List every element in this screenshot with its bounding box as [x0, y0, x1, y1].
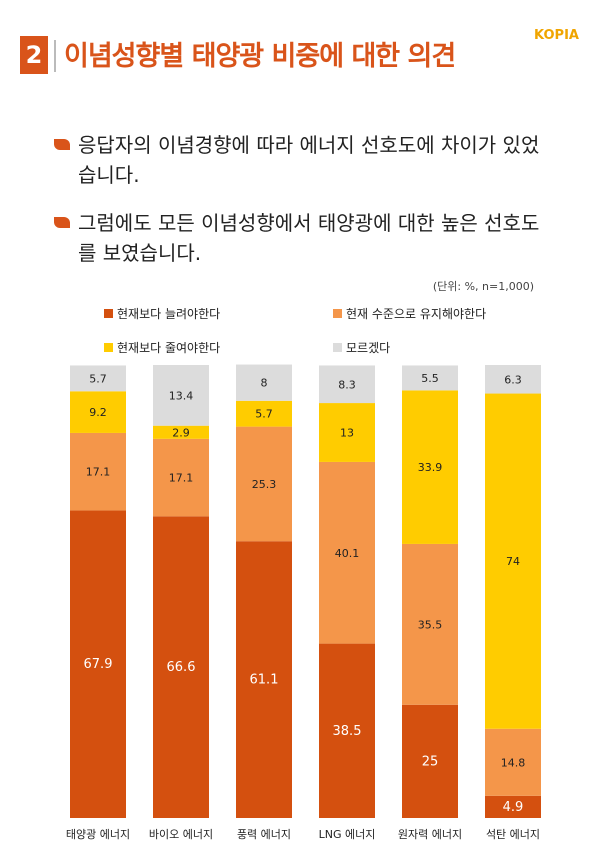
data-label: 5.7	[89, 372, 107, 385]
data-label: 38.5	[333, 724, 362, 739]
section-number: 2	[20, 36, 48, 74]
bar-segment	[236, 541, 292, 818]
legend-item: 모르겠다	[333, 339, 390, 356]
data-label: 6.3	[504, 373, 522, 386]
logo: KOPIA	[534, 28, 579, 43]
bar-segment	[319, 365, 375, 404]
bar-segment	[70, 432, 126, 511]
unit-note: (단위: %, n=1,000)	[432, 280, 534, 293]
bullet-1: 응답자의 이념경향에 따라 에너지 선호도에 차이가 있었습니다.	[54, 130, 548, 190]
data-label: 8.3	[338, 378, 356, 391]
bar-segment	[485, 728, 541, 796]
page-title: 이념성향별 태양광 비중에 대한 의견	[64, 41, 456, 72]
bar-segment	[153, 425, 209, 439]
divider	[54, 40, 56, 72]
legend-item: 현재 수준으로 유지해야한다	[333, 305, 486, 322]
data-label: 5.7	[255, 408, 273, 421]
bar-segment	[236, 364, 292, 401]
bar-segment	[319, 461, 375, 644]
data-label: 33.9	[418, 461, 443, 474]
data-label: 9.2	[89, 406, 107, 419]
bar-segment	[402, 390, 458, 544]
legend-item: 현재보다 늘려야한다	[104, 305, 220, 322]
bar-segment	[485, 365, 541, 394]
data-label: 2.9	[172, 426, 190, 439]
legend-swatch-icon	[104, 309, 113, 318]
data-label: 8	[261, 377, 268, 390]
data-label: 5.5	[421, 372, 439, 385]
data-label: 25	[422, 754, 439, 769]
bullet-marker-icon	[54, 217, 70, 228]
data-label: 25.3	[252, 478, 277, 491]
bar-segment	[153, 438, 209, 517]
data-label: 35.5	[418, 618, 443, 631]
legend-swatch-icon	[333, 309, 342, 318]
bar-segment	[402, 543, 458, 705]
data-label: 17.1	[86, 466, 111, 479]
legend-item: 현재보다 줄여야한다	[104, 339, 220, 356]
bullet-2: 그럼에도 모든 이념성향에서 태양광에 대한 높은 선호도를 보였습니다.	[54, 208, 548, 268]
data-label: 13.4	[169, 389, 194, 402]
bar-segment	[236, 426, 292, 542]
data-label: 66.6	[167, 660, 196, 675]
bar-segment	[402, 704, 458, 818]
bar-segment	[485, 393, 541, 729]
bar-segment	[319, 643, 375, 818]
x-tick-label: 원자력 에너지	[398, 828, 462, 841]
bar-segment	[70, 510, 126, 818]
legend-swatch-icon	[333, 343, 342, 352]
bullet-marker-icon	[54, 139, 70, 150]
data-label: 13	[340, 426, 354, 439]
x-tick-label: 태양광 에너지	[66, 828, 130, 841]
x-tick-label: LNG 에너지	[319, 828, 376, 841]
data-label: 40.1	[335, 547, 360, 560]
bar-segment	[319, 403, 375, 462]
bar-segment	[70, 365, 126, 392]
x-tick-label: 풍력 에너지	[237, 828, 291, 841]
bar-segment	[153, 365, 209, 426]
bar-segment	[153, 516, 209, 818]
bar-segment	[70, 391, 126, 433]
x-tick-label: 석탄 에너지	[486, 828, 540, 841]
data-label: 14.8	[501, 756, 526, 769]
data-label: 17.1	[169, 472, 194, 485]
legend-swatch-icon	[104, 343, 113, 352]
data-label: 61.1	[250, 673, 279, 688]
data-label: 67.9	[84, 657, 113, 672]
bar-segment	[402, 365, 458, 391]
bar-segment	[236, 400, 292, 427]
data-label: 74	[506, 555, 520, 568]
bar-segment	[485, 795, 541, 818]
x-tick-label: 바이오 에너지	[149, 828, 213, 841]
data-label: 4.9	[503, 800, 524, 815]
